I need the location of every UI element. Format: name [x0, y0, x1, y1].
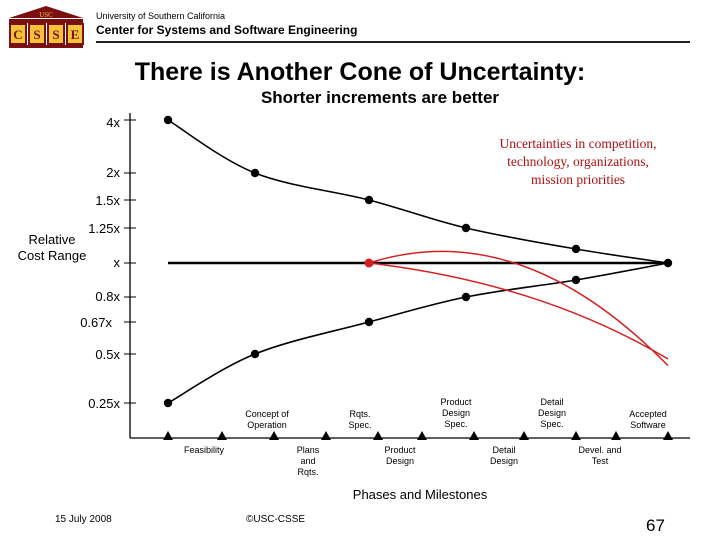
footer-date: 15 July 2008 [55, 514, 112, 525]
y-tick-label: 0.67x [80, 315, 112, 330]
milestone-detail-design-spec: Detail Design Spec. [522, 397, 582, 430]
milestone-label-line: Design [441, 408, 470, 418]
milestone-triangle [321, 431, 331, 440]
lower-point [250, 349, 260, 359]
phase-label-line: Devel. and [578, 445, 622, 455]
logo-letter: E [71, 27, 80, 42]
y-tick-label: 0.5x [95, 347, 120, 362]
milestone-label-line: Design [537, 408, 566, 418]
lower-point [364, 317, 374, 327]
logo-letter: C [13, 27, 22, 42]
milestone-label-line: Rqts. [349, 409, 371, 419]
milestone-label-line: Operation [247, 420, 287, 430]
milestone-triangle [217, 431, 227, 440]
slide-subtitle: Shorter increments are better [260, 88, 500, 107]
milestone-triangle [519, 431, 529, 440]
phase-label-line: Plans [296, 445, 320, 455]
university-name: University of Southern California [96, 11, 226, 21]
upper-point [663, 258, 673, 268]
milestone-triangle [163, 431, 173, 440]
milestone-label-line: Software [630, 420, 666, 430]
phase-label-line: Product [384, 445, 416, 455]
milestone-label-line: Spec. [348, 420, 372, 430]
phase-label-line: Design [489, 456, 518, 466]
y-axis-title: Relative Cost Range [8, 232, 96, 264]
milestone-accepted-software: Accepted Software [618, 409, 678, 431]
red-start-point [364, 258, 374, 268]
red-lower-curve [368, 262, 669, 360]
y-tick-label: 0.25x [88, 396, 120, 411]
usc-csse-logo: USC C S S E [9, 6, 84, 48]
milestone-triangle [469, 431, 479, 440]
milestone-triangle [663, 431, 673, 440]
phase-devel-and-test: Devel. and Test [568, 445, 632, 467]
lower-bound-curve [167, 262, 669, 404]
upper-point [364, 195, 374, 205]
annotation-line: Uncertainties in competition, [499, 136, 657, 151]
uncertainty-annotation: Uncertainties in competition, technology… [448, 135, 708, 189]
milestone-label-line: Detail [540, 397, 564, 407]
chart-curves [167, 119, 669, 404]
y-tick-label: 1.25x [88, 221, 120, 236]
milestone-rqts-spec: Rqts. Spec. [330, 409, 390, 431]
red-upper-curve [368, 250, 669, 367]
header-rule [96, 41, 690, 43]
milestone-triangle [373, 431, 383, 440]
phase-label-line: Feasibility [183, 445, 224, 455]
center-name: Center for Systems and Software Engineer… [96, 23, 358, 37]
y-tick-label: 0.8x [95, 289, 120, 304]
phase-detail-design: Detail Design [474, 445, 534, 467]
y-axis-title-line2: Cost Range [17, 248, 87, 263]
page-number: 67 [646, 516, 665, 535]
milestone-concept-of-operation: Concept of Operation [232, 409, 302, 431]
phase-plans-and-rqts: Plans and Rqts. [278, 445, 338, 478]
milestone-label-line: Accepted [629, 409, 667, 419]
upper-point [163, 115, 173, 125]
lower-point [571, 275, 581, 285]
y-tick-label: 1.5x [95, 193, 120, 208]
annotation-line: technology, organizations, [507, 154, 649, 169]
y-tick-label: 4x [106, 115, 120, 130]
phase-label-line: Test [591, 456, 609, 466]
chart-points [163, 115, 673, 408]
phase-label-line: and [300, 456, 316, 466]
phase-product-design: Product Design [370, 445, 430, 467]
milestone-label-line: Product [440, 397, 472, 407]
milestone-markers [163, 431, 673, 440]
phase-label-line: Detail [492, 445, 516, 455]
milestone-triangle [269, 431, 279, 440]
milestone-triangle [571, 431, 581, 440]
logo-letter: S [33, 27, 40, 42]
y-tick-label: 2x [106, 165, 120, 180]
lower-point [461, 292, 471, 302]
upper-point [250, 168, 260, 178]
annotation-line: mission priorities [530, 172, 626, 187]
upper-point [461, 223, 471, 233]
upper-point [571, 244, 581, 254]
y-tick-label: x [113, 255, 121, 270]
logo-letter-boxes: C S S E [9, 23, 84, 45]
phase-label-line: Rqts. [297, 467, 319, 477]
phase-label-line: Design [385, 456, 414, 466]
phase-feasibility: Feasibility [174, 445, 234, 456]
y-axis-title-line1: Relative [28, 232, 76, 247]
milestone-label-line: Concept of [245, 409, 289, 419]
lower-point [163, 398, 173, 408]
logo-letter: S [52, 27, 59, 42]
footer-copyright: ©USC-CSSE [246, 514, 306, 525]
milestone-label-line: Spec. [540, 419, 564, 429]
slide-title: There is Another Cone of Uncertainty: [134, 58, 586, 86]
milestone-product-design-spec: Product Design Spec. [426, 397, 486, 430]
milestone-triangle [417, 431, 427, 440]
milestone-triangle [611, 431, 621, 440]
milestone-label-line: Spec. [444, 419, 468, 429]
logo-usc-text: USC [39, 11, 53, 19]
x-axis-title: Phases and Milestones [352, 487, 488, 502]
